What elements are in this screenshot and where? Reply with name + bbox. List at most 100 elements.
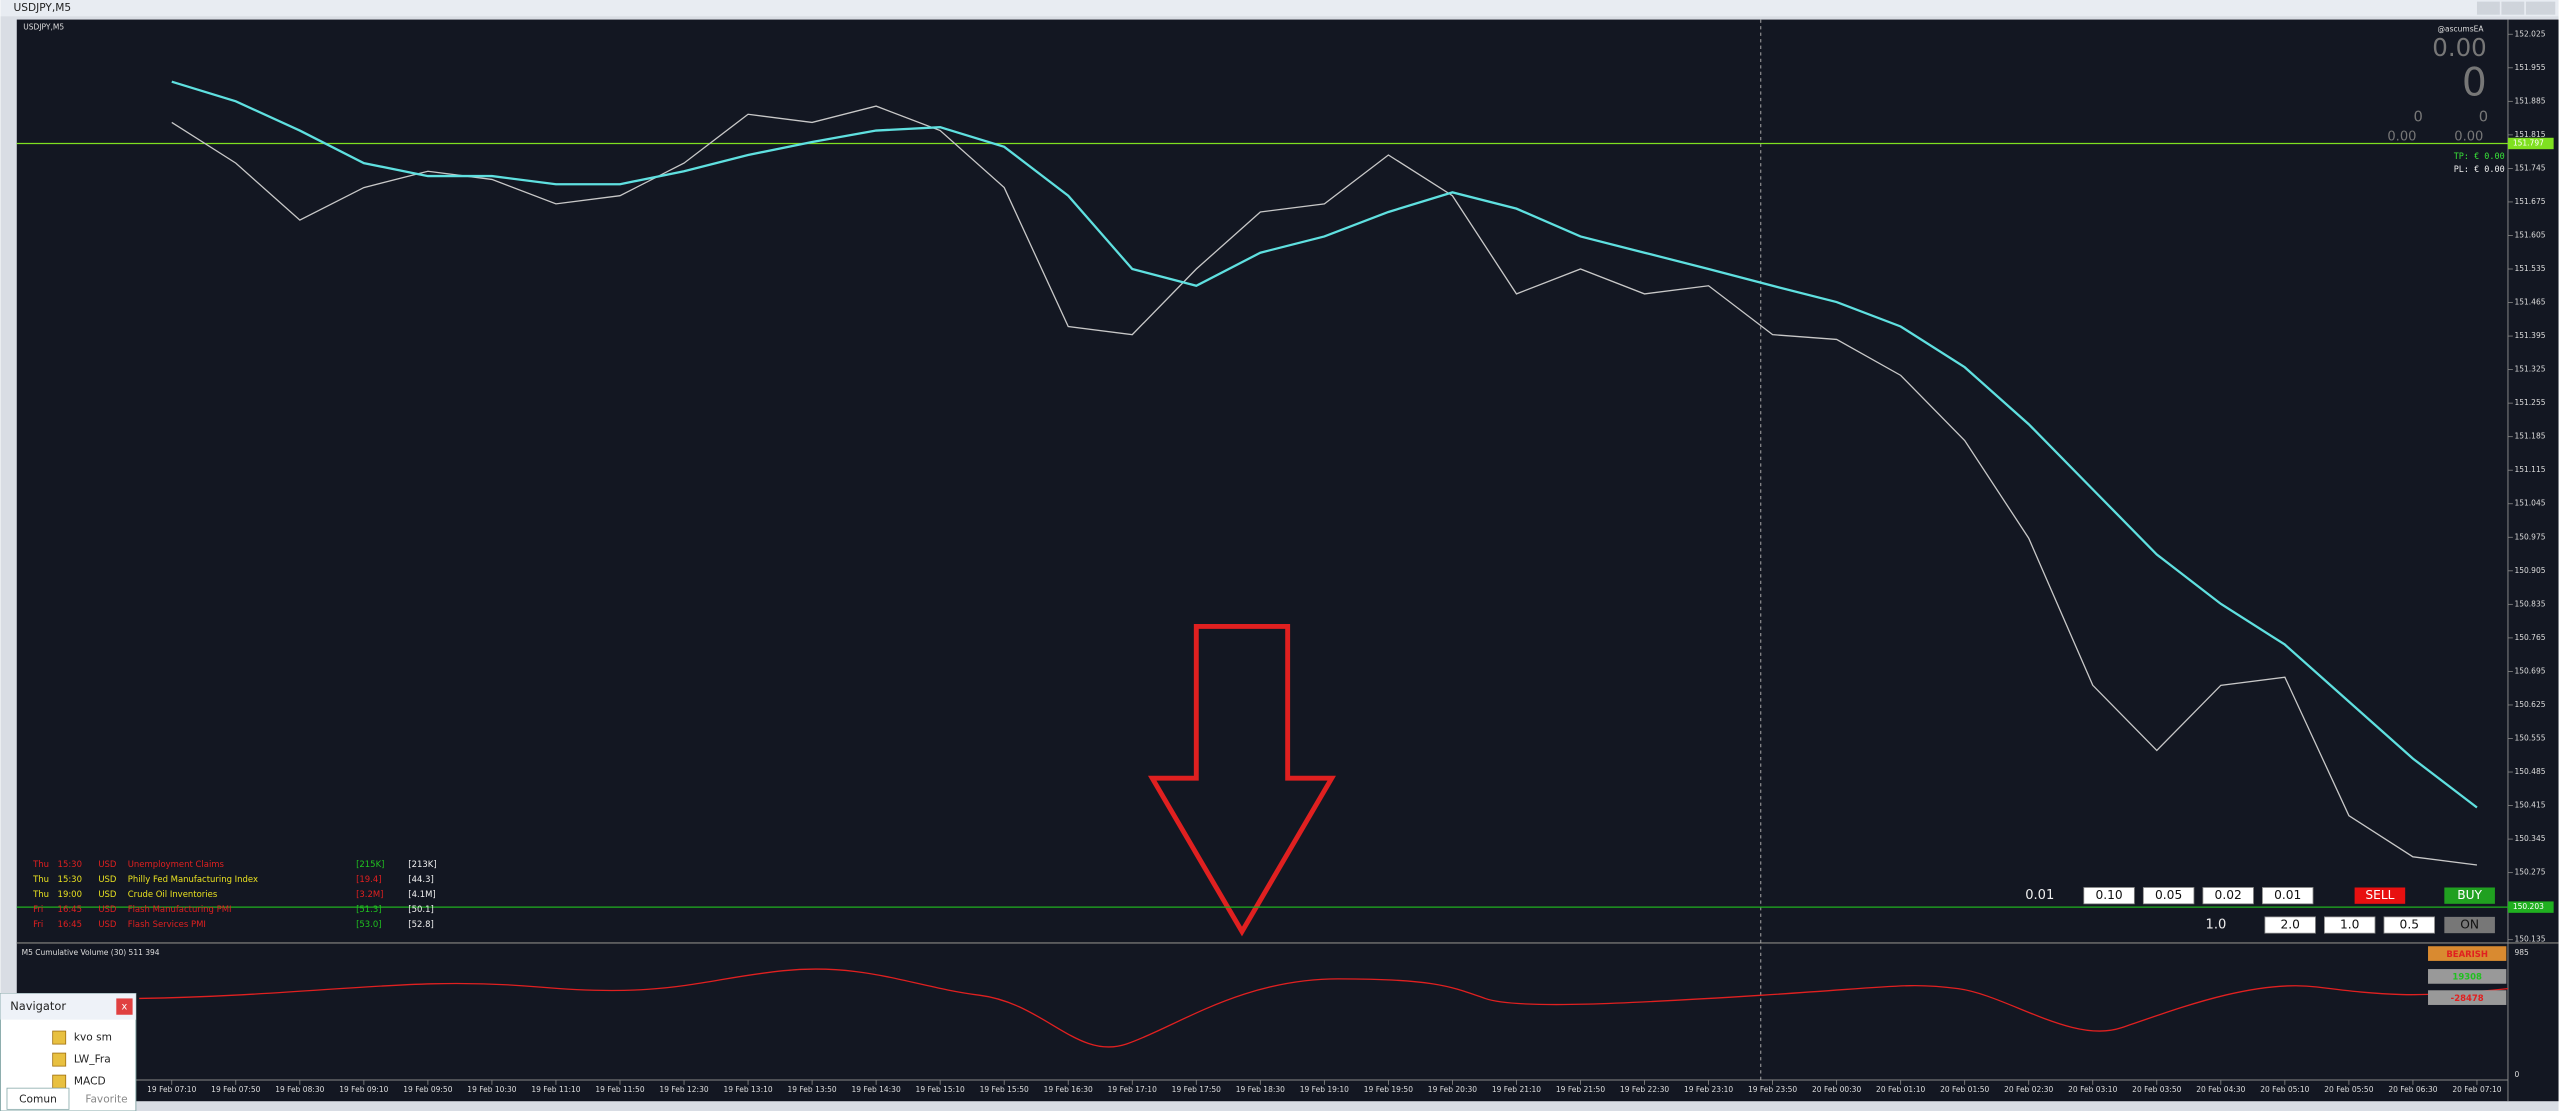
news-event: Unemployment Claims — [128, 859, 224, 869]
y-tick-label: 150.975 — [2514, 532, 2545, 541]
nav-icon — [52, 1074, 67, 1089]
x-tick-label: 19 Feb 23:10 — [1684, 1085, 1733, 1094]
mult-button-label[interactable]: 0.5 — [2400, 918, 2419, 932]
price-level-tag — [2507, 137, 2554, 150]
on-button-label[interactable]: ON — [2460, 918, 2479, 932]
ea-value: 0 — [2462, 60, 2487, 105]
indicator-value-box — [2428, 990, 2507, 1005]
y-tick-label: 150.415 — [2514, 801, 2545, 810]
indicator-state: BEARISH — [2446, 949, 2488, 959]
navigator-header — [0, 993, 136, 1020]
lot-button-label[interactable]: 0.10 — [2095, 888, 2122, 902]
mult-button[interactable] — [2264, 916, 2316, 934]
ea-value: 0.00 — [2454, 130, 2483, 145]
navigator-close-label[interactable]: x — [122, 1002, 128, 1013]
ea-value: 0 — [2479, 108, 2488, 125]
ea-tp: TP: € 0.00 — [2454, 151, 2505, 161]
y-tick-label: 151.815 — [2514, 130, 2545, 139]
window-title: USDJPY,M5 — [14, 2, 72, 14]
lot-button-label[interactable]: 0.01 — [2274, 888, 2301, 902]
y-tick-label: 150.625 — [2514, 700, 2545, 709]
indicator-scale: 0 — [2514, 1070, 2519, 1079]
x-tick-label: 19 Feb 19:10 — [1300, 1085, 1349, 1094]
sell-button-label[interactable]: SELL — [2365, 888, 2394, 902]
sell-button[interactable] — [2354, 887, 2406, 904]
tab-label[interactable]: Favorite — [85, 1094, 127, 1106]
x-tick-label: 20 Feb 03:50 — [2132, 1085, 2181, 1094]
window-button[interactable] — [2525, 1, 2556, 15]
nav-item[interactable]: kvo sm — [74, 1032, 112, 1044]
buy-button[interactable] — [2444, 887, 2495, 904]
news-forecast: [19.4] — [356, 874, 381, 884]
news-time: 15:30 — [58, 874, 82, 884]
indicator-line — [139, 968, 2509, 1048]
tab-label[interactable]: Comun — [19, 1094, 57, 1106]
mult-button-label[interactable]: 2.0 — [2280, 918, 2299, 932]
x-tick-label: 19 Feb 11:50 — [595, 1085, 644, 1094]
y-tick-label: 151.045 — [2514, 499, 2545, 508]
news-forecast: [3.2M] — [356, 889, 383, 899]
x-tick-label: 20 Feb 03:10 — [2068, 1085, 2117, 1094]
indicator-value: 19308 — [2452, 972, 2482, 982]
x-tick-label: 19 Feb 09:10 — [339, 1085, 388, 1094]
lot-button[interactable] — [2262, 887, 2314, 905]
y-tick-label: 151.395 — [2514, 331, 2545, 340]
y-tick-label: 151.255 — [2514, 398, 2545, 407]
nav-icon — [52, 1030, 67, 1045]
mult-button-label[interactable]: 1.0 — [2340, 918, 2359, 932]
mult-button[interactable] — [2324, 916, 2376, 934]
tab[interactable] — [6, 1087, 70, 1110]
lot-button-label[interactable]: 0.02 — [2215, 888, 2242, 902]
x-tick-label: 19 Feb 13:10 — [723, 1085, 772, 1094]
news-actual: [50.1] — [408, 904, 433, 914]
x-tick-label: 19 Feb 09:50 — [403, 1085, 452, 1094]
news-forecast: [53.0] — [356, 919, 381, 929]
x-tick-label: 19 Feb 15:50 — [980, 1085, 1029, 1094]
y-tick-label: 150.275 — [2514, 868, 2545, 877]
x-tick-label: 20 Feb 05:10 — [2260, 1085, 2309, 1094]
news-event: Philly Fed Manufacturing Index — [128, 874, 258, 884]
lot-button-label[interactable]: 0.05 — [2155, 888, 2182, 902]
news-currency: USD — [98, 904, 117, 914]
x-tick-label: 20 Feb 07:10 — [2452, 1085, 2501, 1094]
lot-button[interactable] — [2142, 887, 2195, 905]
on-button[interactable] — [2444, 916, 2495, 934]
buy-button-label[interactable]: BUY — [2457, 888, 2482, 902]
x-tick-label: 20 Feb 01:10 — [1876, 1085, 1925, 1094]
y-tick-label: 150.695 — [2514, 666, 2545, 675]
x-tick-label: 20 Feb 01:50 — [1940, 1085, 1989, 1094]
lot-button[interactable] — [2083, 887, 2135, 905]
nav-item[interactable]: MACD — [74, 1076, 106, 1088]
window-button[interactable] — [2501, 1, 2525, 15]
x-tick-label: 19 Feb 18:30 — [1236, 1085, 1285, 1094]
news-currency: USD — [98, 919, 117, 929]
ea-panel: @ascumsEA 0.00 0 0 0 0.00 0.00 TP: € 0.0… — [2387, 24, 2504, 174]
x-tick-label: 19 Feb 22:30 — [1620, 1085, 1669, 1094]
mult-label: 1.0 — [2206, 918, 2227, 933]
mult-button[interactable] — [2383, 916, 2435, 934]
y-tick-label: 151.185 — [2514, 432, 2545, 441]
x-tick-label: 19 Feb 10:30 — [467, 1085, 516, 1094]
news-time: 16:45 — [58, 919, 82, 929]
x-tick-label: 19 Feb 17:50 — [1172, 1085, 1221, 1094]
lot-button[interactable] — [2202, 887, 2254, 905]
x-tick-label: 19 Feb 12:30 — [659, 1085, 708, 1094]
y-tick-label: 151.955 — [2514, 63, 2545, 72]
price-level-label: 150.203 — [2513, 902, 2544, 911]
x-tick-label: 19 Feb 17:10 — [1108, 1085, 1157, 1094]
navigator-close[interactable] — [116, 998, 133, 1015]
x-tick-label: 19 Feb 13:50 — [787, 1085, 836, 1094]
y-tick-label: 150.485 — [2514, 767, 2545, 776]
news-day: Thu — [32, 874, 49, 884]
news-time: 15:30 — [58, 859, 82, 869]
y-tick-label: 150.905 — [2514, 566, 2545, 575]
x-tick-label: 19 Feb 07:10 — [147, 1085, 196, 1094]
y-tick-label: 150.135 — [2514, 935, 2545, 944]
news-day: Fri — [33, 904, 43, 914]
window-button[interactable] — [2476, 1, 2500, 15]
news-event: Flash Services PMI — [128, 919, 206, 929]
nav-item[interactable]: LW_Fra — [74, 1054, 111, 1066]
news-currency: USD — [98, 859, 117, 869]
x-tick-label: 19 Feb 21:10 — [1492, 1085, 1541, 1094]
news-currency: USD — [98, 874, 117, 884]
